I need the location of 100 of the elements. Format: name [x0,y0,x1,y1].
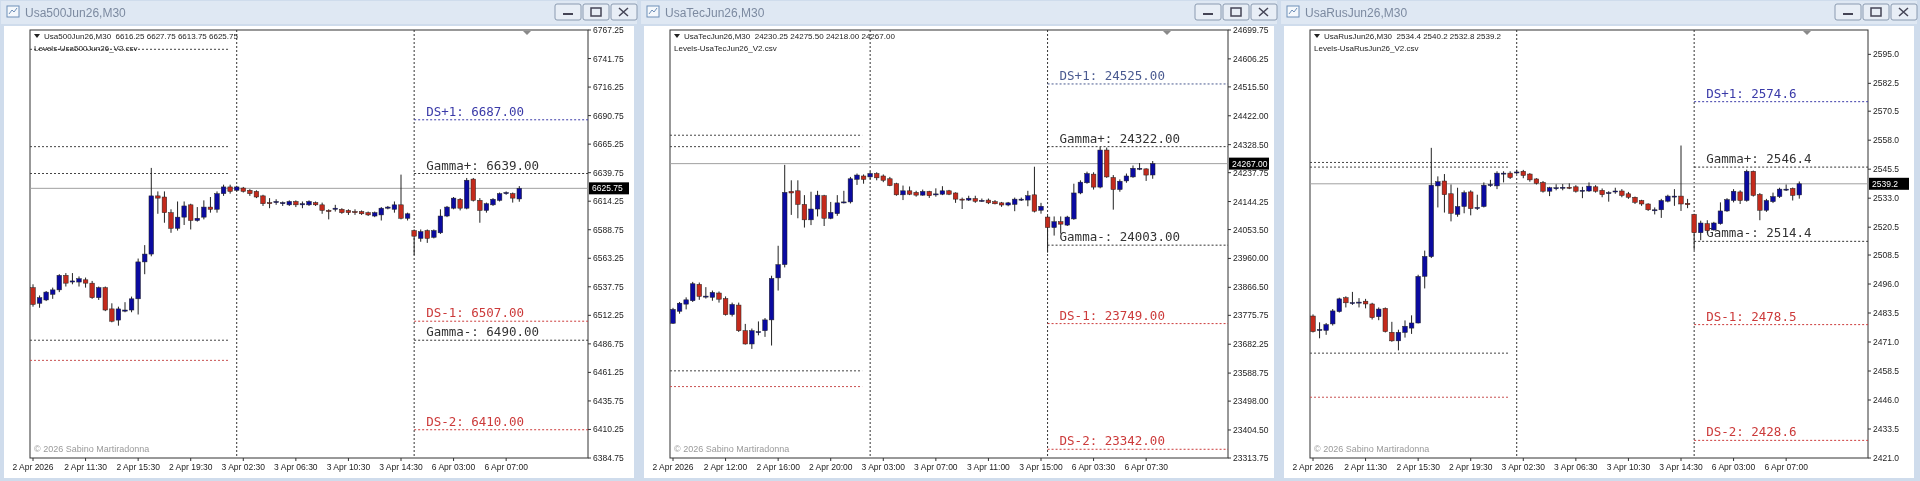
y-tick-label: 6461.25 [593,367,624,378]
y-tick-label: 23498.00 [1233,396,1269,407]
y-tick-label: 6639.75 [593,167,624,178]
y-tick-label: 6716.25 [593,82,624,93]
x-tick-label: 6 Apr 03:00 [431,462,476,472]
y-tick-label: 2595.0 [1873,49,1900,60]
x-tick-label: 2 Apr 2026 [652,462,694,472]
annotation: Levels-UsaTecJun26_V2.csv [674,44,777,53]
x-tick-label: 2 Apr 19:30 [1448,462,1493,472]
y-tick-label: 23313.75 [1233,453,1269,463]
y-tick-label: 24699.75 [1233,25,1269,35]
x-tick-label: 6 Apr 03:00 [1711,462,1756,472]
y-tick-label: 2471.0 [1873,337,1900,348]
y-tick-label: 6690.75 [593,110,624,121]
y-tick-label: 6435.75 [593,395,624,406]
x-tick-label: 3 Apr 10:30 [1606,462,1651,472]
ref-line-label: Gamma-: 24003.00 [1059,229,1180,245]
chart-subtitle: UsaTecJun26,M30 24230.25 24275.50 24218.00 24267.00 [684,32,896,41]
x-tick-label: 3 Apr 02:30 [1501,462,1546,472]
y-tick-label: 2433.5 [1873,424,1900,434]
y-tick-label: 24053.50 [1233,224,1269,235]
ref-line-label: DS+1: 6687.00 [426,103,524,119]
y-tick-label: 2458.5 [1873,366,1900,377]
y-tick-label: 2570.5 [1873,106,1900,117]
y-tick-label: 24606.25 [1233,53,1269,64]
y-tick-label: 24515.50 [1233,81,1269,92]
ref-line-label: DS-2: 23342.00 [1059,433,1165,449]
y-tick-label: 6563.25 [593,253,624,264]
annotation: Levels-UsaRusJun26_V2.csv [1314,44,1419,53]
y-tick-label: 6665.25 [593,139,624,150]
x-tick-label: 3 Apr 07:00 [914,462,958,472]
ref-line-label: DS-2: 2428.6 [1706,424,1797,440]
y-tick-label: 6384.75 [593,453,624,463]
x-tick-label: 6 Apr 03:30 [1071,462,1116,472]
y-tick-label: 24328.50 [1233,139,1269,150]
x-tick-label: 6 Apr 07:00 [484,462,529,472]
chart-title: UsaRusJun26,M30 [1305,6,1408,20]
y-tick-label: 23588.75 [1233,368,1269,379]
y-tick-label: 2496.0 [1873,279,1900,290]
y-tick-label: 2483.5 [1873,308,1900,319]
x-tick-label: 2 Apr 12:00 [703,462,748,472]
annotation: © 2026 Sabino Martiradonna [674,444,790,454]
chart-subtitle: UsaRusJun26,M30 2534.4 2540.2 2532.8 2539.2 [1324,32,1502,41]
x-tick-label: 2 Apr 2026 [1292,462,1334,472]
ref-line-label: DS+1: 24525.00 [1059,67,1165,83]
ref-line-label: DS-1: 23749.00 [1059,307,1165,323]
x-tick-label: 3 Apr 10:30 [326,462,371,472]
ref-line-label: Gamma+: 2546.4 [1706,151,1812,167]
ref-line-label: Gamma+: 6639.00 [426,157,540,173]
y-tick-label: 6486.75 [593,338,624,349]
y-tick-label: 6767.25 [593,25,624,35]
x-tick-label: 2 Apr 19:30 [168,462,213,472]
x-tick-label: 2 Apr 15:30 [116,462,161,472]
x-tick-label: 2 Apr 16:00 [756,462,801,472]
x-tick-label: 2 Apr 15:30 [1396,462,1441,472]
y-tick-label: 2558.0 [1873,135,1900,146]
x-tick-label: 3 Apr 11:00 [967,462,1011,472]
x-tick-label: 3 Apr 15:00 [1019,462,1064,472]
chart-title: Usa500Jun26,M30 [25,6,127,20]
x-tick-label: 3 Apr 06:30 [274,462,318,472]
y-tick-label: 23682.25 [1233,339,1269,350]
x-tick-label: 3 Apr 14:30 [1659,462,1704,472]
annotation: © 2026 Sabino Martiradonna [34,444,150,454]
ref-line-label: Gamma-: 2514.4 [1706,225,1812,241]
ref-line-label: DS+1: 2574.6 [1706,85,1797,101]
x-tick-label: 2 Apr 20:00 [808,462,853,472]
x-tick-label: 2 Apr 11:30 [64,462,108,472]
ref-line-label: DS-2: 6410.00 [426,413,524,429]
y-tick-label: 23404.50 [1233,424,1269,435]
y-tick-label: 24237.75 [1233,167,1269,178]
y-tick-label: 23866.50 [1233,282,1269,293]
ref-line-label: Gamma+: 24322.00 [1059,130,1180,146]
y-tick-label: 23775.75 [1233,310,1269,321]
y-tick-label: 6741.75 [593,53,624,64]
annotation: © 2026 Sabino Martiradonna [1314,444,1430,454]
y-tick-label: 2446.0 [1873,395,1900,406]
x-tick-label: 3 Apr 02:30 [221,462,266,472]
y-tick-label: 6410.25 [593,424,624,435]
ref-line-label: DS-1: 2478.5 [1706,308,1797,324]
ref-line-label: DS-1: 6507.00 [426,305,524,321]
y-tick-label: 2421.0 [1873,453,1900,463]
ref-line-label: 24267.00 [1232,158,1268,169]
y-tick-label: 23960.00 [1233,253,1269,264]
y-tick-label: 24422.00 [1233,110,1269,121]
y-tick-label: 2582.5 [1873,78,1900,89]
chart-subtitle: Usa500Jun26,M30 6616.25 6627.75 6613.75 6625.75 [44,32,239,41]
x-tick-label: 3 Apr 03:00 [861,462,906,472]
y-tick-label: 2520.5 [1873,222,1900,233]
x-tick-label: 3 Apr 14:30 [379,462,424,472]
y-tick-label: 6588.75 [593,224,624,235]
y-tick-label: 6537.75 [593,281,624,292]
x-tick-label: 2 Apr 2026 [12,462,54,472]
y-tick-label: 6512.25 [593,310,624,321]
chart-title: UsaTecJun26,M30 [665,6,765,20]
x-tick-label: 6 Apr 07:30 [1124,462,1169,472]
y-tick-label: 2545.5 [1873,164,1900,175]
x-tick-label: 3 Apr 06:30 [1554,462,1598,472]
y-tick-label: 6614.25 [593,196,624,207]
y-tick-label: 2508.5 [1873,250,1900,261]
ref-line-label: 6625.75 [592,183,623,194]
